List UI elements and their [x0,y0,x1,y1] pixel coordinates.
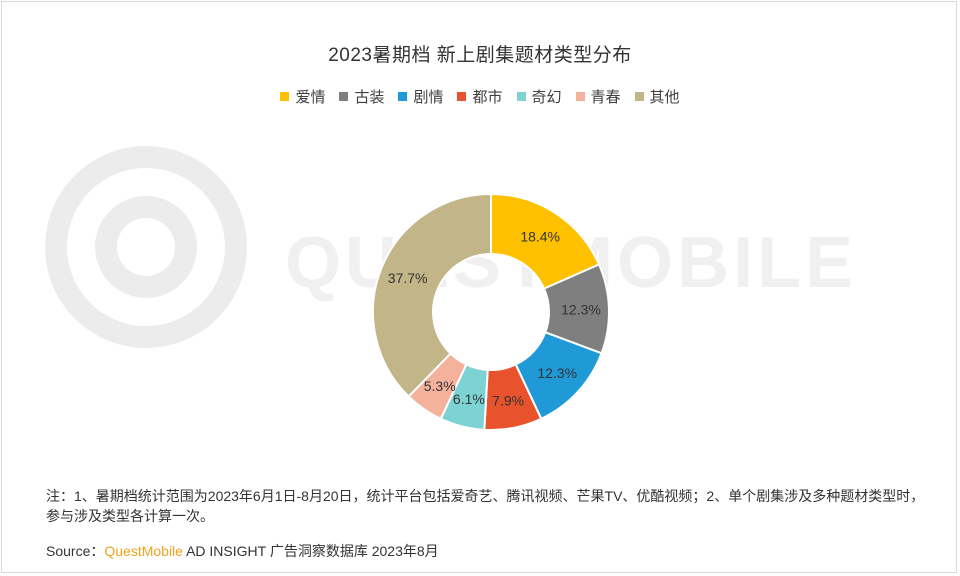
slice-value-label: 5.3% [424,378,456,394]
slice-value-label: 37.7% [388,270,428,286]
legend-item: 都市 [457,86,503,107]
legend-label: 青春 [590,89,621,106]
source-line: Source：QuestMobile AD INSIGHT 广告洞察数据库 20… [46,541,439,561]
slice-value-label: 12.3% [561,301,601,317]
legend-swatch [634,92,644,101]
chart-legend: 爱情 古装 剧情 都市 奇幻 青春 其他 [0,86,960,107]
slice-value-label: 7.9% [492,392,524,408]
footnote: 注：1、暑期档统计范围为2023年6月1日-8月20日，统计平台包括爱奇艺、腾讯… [46,488,925,524]
legend-label: 剧情 [413,89,444,106]
slice-value-label: 12.3% [537,365,577,381]
legend-label: 都市 [472,89,503,106]
legend-swatch [516,92,526,101]
legend-swatch [457,92,467,101]
legend-swatch [575,92,585,101]
legend-item: 剧情 [398,86,443,107]
legend-label: 古装 [354,89,385,106]
slice-value-label: 18.4% [520,229,560,245]
legend-label: 其他 [649,89,680,106]
legend-item: 奇幻 [516,86,562,107]
legend-item: 青春 [575,86,621,107]
legend-label: 奇幻 [531,89,562,106]
legend-item: 爱情 [280,86,325,107]
donut-slice [490,192,601,290]
legend-swatch [398,92,408,101]
donut-slice [372,192,492,398]
legend-label: 爱情 [295,89,326,106]
legend-swatch [280,92,290,101]
source-brand: QuestMobile [104,543,183,559]
legend-swatch [339,92,349,101]
slice-value-label: 6.1% [453,391,485,407]
legend-item: 古装 [339,86,384,107]
source-description: AD INSIGHT 广告洞察数据库 2023年8月 [182,543,439,559]
legend-item: 其他 [634,86,680,107]
source-label: Source： [46,543,105,559]
chart-title: 2023暑期档 新上剧集题材类型分布 [328,45,632,66]
